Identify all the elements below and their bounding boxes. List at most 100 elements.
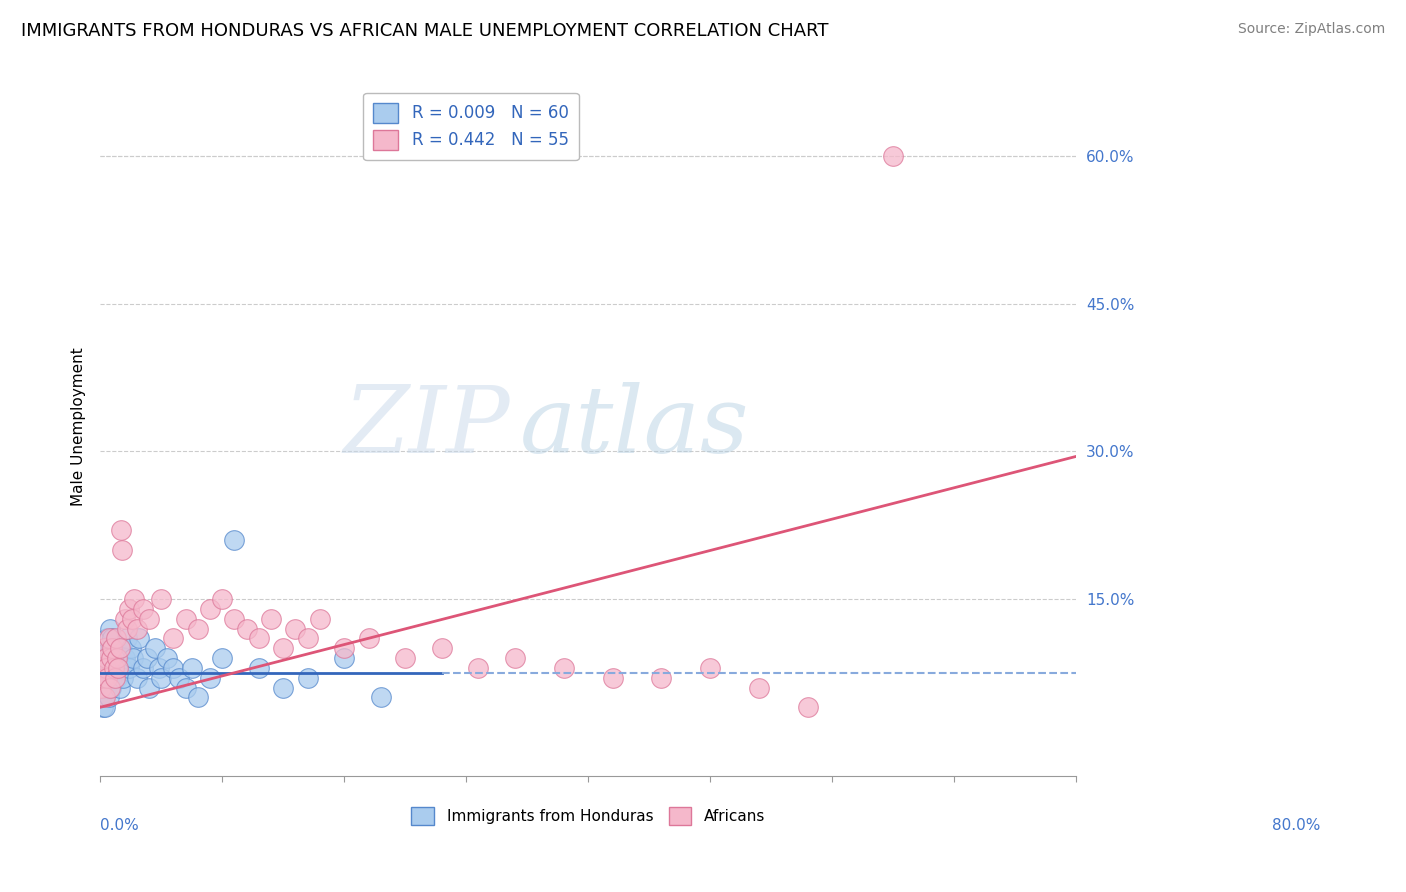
Point [284,622,307,636]
Point [138,612,160,626]
Point [91,700,114,714]
Point [103,651,125,665]
Point [96,661,118,675]
Point [699,661,721,675]
Point [111,661,134,675]
Point [101,641,124,656]
Point [93,661,115,675]
Point [135,651,157,665]
Point [198,671,221,685]
Point [112,671,135,685]
Point [115,622,138,636]
Point [105,651,128,665]
Point [132,661,155,675]
Point [97,651,120,665]
Point [93,690,115,705]
Point [297,671,319,685]
Point [104,671,127,685]
Point [107,651,129,665]
Point [169,671,191,685]
Point [333,641,356,656]
Point [104,632,127,646]
Point [100,681,122,695]
Point [104,641,127,656]
Point [94,690,117,705]
Point [247,632,270,646]
Point [104,661,127,675]
Point [94,671,117,685]
Point [503,651,526,665]
Point [103,661,125,675]
Point [91,651,114,665]
Point [150,671,173,685]
Text: ZIP: ZIP [343,382,510,472]
Point [430,641,453,656]
Point [91,681,114,695]
Point [553,661,575,675]
Point [148,661,170,675]
Point [110,523,132,537]
Y-axis label: Male Unemployment: Male Unemployment [72,348,86,506]
Text: IMMIGRANTS FROM HONDURAS VS AFRICAN MALE UNEMPLOYMENT CORRELATION CHART: IMMIGRANTS FROM HONDURAS VS AFRICAN MALE… [21,22,828,40]
Point [90,690,112,705]
Point [308,612,330,626]
Point [247,661,270,675]
Point [114,612,136,626]
Point [115,632,138,646]
Point [211,592,233,607]
Point [357,632,380,646]
Point [96,632,118,646]
Point [108,641,131,656]
Text: atlas: atlas [520,382,749,472]
Point [333,651,356,665]
Point [125,622,148,636]
Point [297,632,319,646]
Point [162,661,184,675]
Point [602,671,624,685]
Point [101,632,124,646]
Point [138,681,160,695]
Point [98,661,121,675]
Point [101,671,124,685]
Point [107,661,129,675]
Point [93,641,115,656]
Point [650,671,672,685]
Point [96,671,118,685]
Point [114,651,136,665]
Point [118,661,141,675]
Point [94,641,117,656]
Point [187,690,209,705]
Point [394,651,416,665]
Point [96,651,118,665]
Point [91,661,114,675]
Point [98,622,121,636]
Point [174,612,197,626]
Point [121,612,143,626]
Point [180,661,202,675]
Point [97,632,120,646]
Point [96,651,118,665]
Point [100,641,122,656]
Point [132,602,155,616]
Point [235,622,257,636]
Point [93,671,115,685]
Point [111,542,134,557]
Point [370,690,392,705]
Text: 0.0%: 0.0% [100,818,139,833]
Point [96,681,118,695]
Point [93,681,115,695]
Point [120,641,142,656]
Point [187,622,209,636]
Legend: Immigrants from Honduras, Africans: Immigrants from Honduras, Africans [405,801,770,831]
Point [100,651,122,665]
Point [224,612,246,626]
Point [467,661,489,675]
Point [198,602,221,616]
Point [97,690,120,705]
Point [125,671,148,685]
Text: Source: ZipAtlas.com: Source: ZipAtlas.com [1237,22,1385,37]
Point [124,592,146,607]
Point [211,651,233,665]
Point [150,592,173,607]
Point [143,641,166,656]
